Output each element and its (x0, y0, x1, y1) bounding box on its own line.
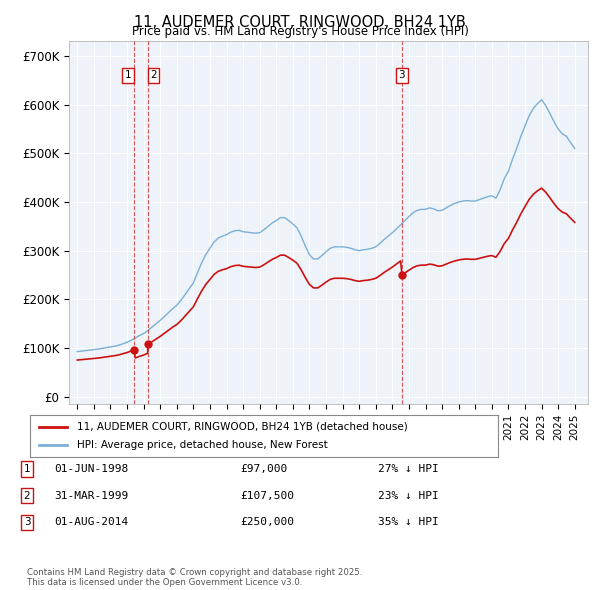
Text: £250,000: £250,000 (240, 517, 294, 527)
Text: 35% ↓ HPI: 35% ↓ HPI (378, 517, 439, 527)
Text: Contains HM Land Registry data © Crown copyright and database right 2025.
This d: Contains HM Land Registry data © Crown c… (27, 568, 362, 587)
Text: 2: 2 (23, 491, 31, 500)
Text: HPI: Average price, detached house, New Forest: HPI: Average price, detached house, New … (77, 440, 328, 450)
Point (143, 340, 152, 349)
Text: 2: 2 (150, 70, 157, 80)
Text: 23% ↓ HPI: 23% ↓ HPI (378, 491, 439, 500)
Text: 1: 1 (125, 70, 131, 80)
Point (129, 345, 139, 355)
Text: £97,000: £97,000 (240, 464, 287, 474)
Text: 1: 1 (23, 464, 31, 474)
Text: 3: 3 (398, 70, 405, 80)
Text: 11, AUDEMER COURT, RINGWOOD, BH24 1YB: 11, AUDEMER COURT, RINGWOOD, BH24 1YB (134, 15, 466, 30)
Text: £107,500: £107,500 (240, 491, 294, 500)
Text: 01-AUG-2014: 01-AUG-2014 (54, 517, 128, 527)
Text: 31-MAR-1999: 31-MAR-1999 (54, 491, 128, 500)
Text: Price paid vs. HM Land Registry's House Price Index (HPI): Price paid vs. HM Land Registry's House … (131, 25, 469, 38)
Text: 01-JUN-1998: 01-JUN-1998 (54, 464, 128, 474)
Text: 27% ↓ HPI: 27% ↓ HPI (378, 464, 439, 474)
Text: 3: 3 (23, 517, 31, 527)
Text: 11, AUDEMER COURT, RINGWOOD, BH24 1YB (detached house): 11, AUDEMER COURT, RINGWOOD, BH24 1YB (d… (77, 422, 407, 432)
Point (397, 270, 407, 280)
